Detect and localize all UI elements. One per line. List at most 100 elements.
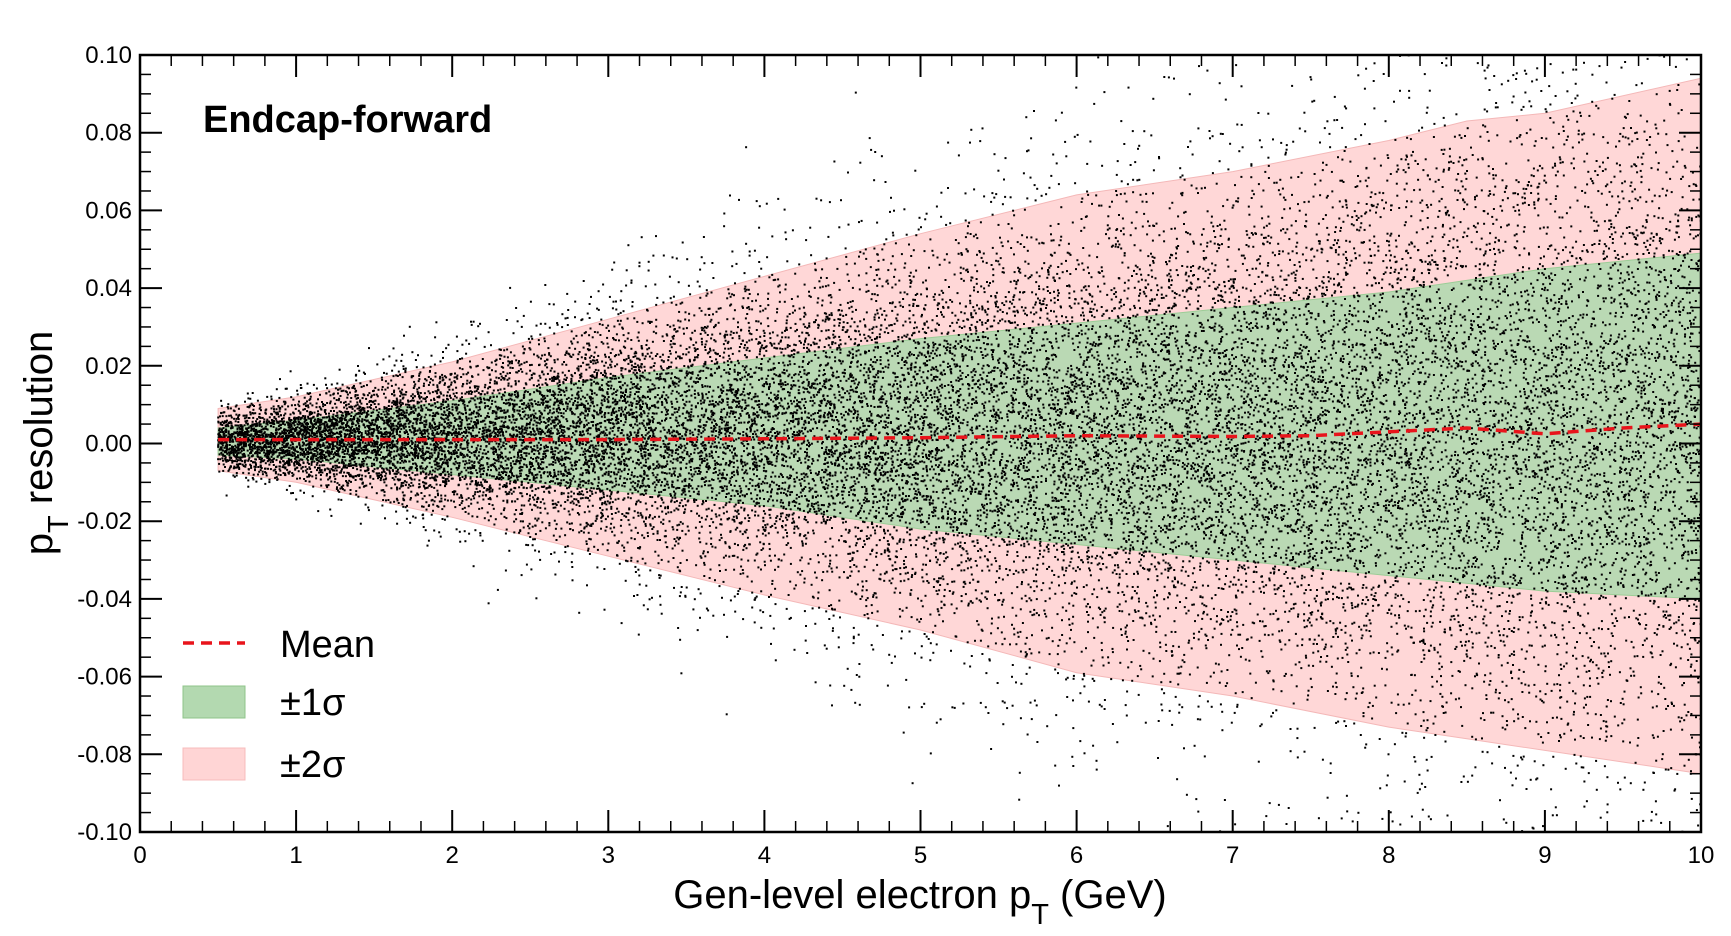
scatter-point [758, 442, 761, 445]
scatter-point [637, 339, 640, 342]
scatter-point [679, 437, 682, 440]
scatter-point [372, 408, 375, 411]
scatter-point [1220, 484, 1223, 487]
scatter-point [972, 339, 975, 342]
scatter-point [1140, 501, 1143, 504]
scatter-point [660, 612, 663, 615]
scatter-point [867, 464, 870, 467]
scatter-point [903, 463, 906, 465]
scatter-point [408, 469, 411, 472]
scatter-point [1464, 644, 1467, 647]
scatter-point [423, 404, 426, 407]
scatter-point [772, 400, 775, 403]
scatter-point [1540, 469, 1543, 472]
scatter-point [724, 429, 727, 431]
scatter-point [796, 450, 799, 453]
scatter-point [568, 522, 571, 525]
scatter-point [1538, 482, 1541, 485]
scatter-point [971, 479, 974, 482]
scatter-point [544, 455, 547, 457]
scatter-point [529, 486, 532, 489]
scatter-point [865, 311, 868, 314]
scatter-point [1323, 413, 1326, 416]
scatter-point [1292, 702, 1295, 705]
scatter-point [1611, 523, 1614, 526]
scatter-point [1544, 394, 1547, 397]
scatter-point [1374, 349, 1377, 352]
scatter-point [843, 444, 846, 447]
scatter-point [952, 521, 955, 524]
scatter-point [1243, 450, 1246, 452]
scatter-point [394, 404, 397, 407]
scatter-point [1690, 217, 1693, 220]
scatter-point [1336, 493, 1339, 496]
scatter-point [665, 408, 668, 411]
scatter-point [1154, 536, 1157, 539]
scatter-point [1410, 241, 1413, 244]
scatter-point [736, 373, 739, 376]
scatter-point [991, 213, 994, 216]
scatter-point [380, 413, 383, 415]
scatter-point [846, 505, 849, 508]
scatter-point [1454, 648, 1457, 650]
scatter-point [1599, 473, 1602, 476]
scatter-point [962, 357, 965, 360]
scatter-point [917, 488, 920, 491]
scatter-point [781, 476, 784, 478]
scatter-point [883, 331, 886, 334]
scatter-point [1025, 556, 1027, 559]
scatter-point [1518, 483, 1521, 485]
scatter-point [1599, 360, 1602, 363]
scatter-point [586, 348, 589, 351]
scatter-point [620, 387, 623, 390]
scatter-point [638, 368, 640, 371]
scatter-point [1564, 767, 1567, 770]
scatter-point [667, 507, 669, 510]
scatter-point [918, 369, 921, 372]
scatter-point [1569, 451, 1572, 454]
scatter-point [1251, 401, 1254, 404]
scatter-point [447, 473, 450, 476]
scatter-point [1177, 442, 1180, 445]
scatter-point [1483, 280, 1485, 283]
scatter-point [1161, 441, 1164, 444]
scatter-point [1119, 298, 1122, 301]
scatter-point [1488, 315, 1491, 318]
scatter-point [1640, 475, 1642, 478]
scatter-point [1519, 134, 1522, 136]
scatter-point [1540, 476, 1543, 479]
scatter-point [356, 407, 359, 410]
scatter-point [987, 536, 990, 539]
scatter-point [1512, 427, 1515, 430]
scatter-point [1474, 738, 1477, 741]
scatter-point [415, 422, 418, 425]
scatter-point [235, 457, 238, 460]
scatter-point [243, 417, 246, 420]
scatter-point [865, 257, 868, 260]
scatter-point [1352, 294, 1355, 297]
scatter-point [1287, 364, 1290, 367]
scatter-point [891, 329, 894, 332]
scatter-point [580, 420, 583, 423]
scatter-point [1541, 265, 1544, 268]
scatter-point [1303, 550, 1306, 553]
scatter-point [1110, 298, 1113, 301]
scatter-point [644, 485, 647, 488]
scatter-point [1683, 719, 1686, 722]
scatter-point [1140, 368, 1143, 371]
scatter-point [845, 330, 848, 333]
scatter-point [1048, 389, 1050, 392]
scatter-point [1382, 260, 1385, 263]
scatter-point [1422, 455, 1425, 458]
scatter-point [1361, 450, 1364, 453]
scatter-point [1027, 377, 1029, 379]
scatter-point [1547, 579, 1550, 582]
scatter-point [229, 439, 231, 441]
scatter-point [1484, 426, 1487, 429]
scatter-point [781, 405, 784, 408]
scatter-point [1496, 134, 1499, 137]
scatter-point [1608, 450, 1611, 453]
scatter-point [1017, 370, 1020, 373]
scatter-point [1146, 476, 1149, 478]
scatter-point [1045, 304, 1048, 307]
